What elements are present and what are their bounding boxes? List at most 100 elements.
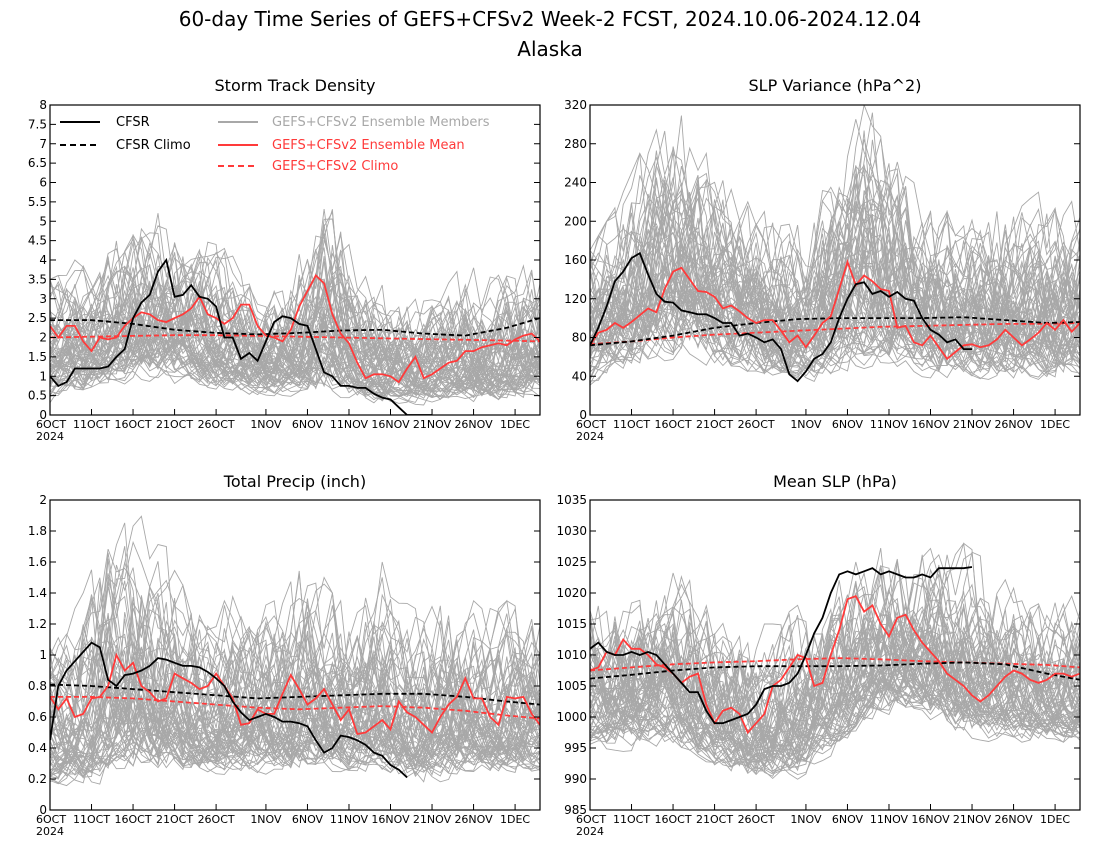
series-gefs-cfsv2-climo bbox=[50, 696, 540, 720]
series-cfsr bbox=[50, 257, 432, 415]
y-tick-label: 0 bbox=[39, 408, 47, 422]
plot-area bbox=[50, 209, 540, 415]
y-tick-label: 7 bbox=[39, 137, 47, 151]
series-gefs-cfsv2-ensemble-mean bbox=[50, 274, 540, 384]
member-line bbox=[50, 696, 540, 771]
member-line bbox=[590, 613, 1080, 746]
plot-area bbox=[590, 542, 1080, 780]
series-gefs-cfsv2-ensemble-mean bbox=[590, 259, 1080, 361]
member-line bbox=[50, 691, 540, 774]
x-tick-label: 21NOV bbox=[953, 418, 992, 431]
x-tick-label: 26OCT bbox=[198, 418, 235, 431]
x-tick-label: 1DEC bbox=[500, 813, 530, 826]
y-tick-label: 80 bbox=[572, 331, 587, 345]
y-tick-label: 1.8 bbox=[28, 524, 47, 538]
legend-label-members: GEFS+CFSv2 Ensemble Members bbox=[272, 115, 490, 130]
x-tick-label: 6OCT bbox=[576, 418, 606, 431]
series-cfsr bbox=[50, 641, 408, 779]
y-tick-label: 5.5 bbox=[28, 195, 47, 209]
x-tick-label: 21NOV bbox=[413, 813, 452, 826]
y-tick-label: 0.4 bbox=[28, 741, 47, 755]
x-year-label: 2024 bbox=[36, 430, 64, 443]
member-line bbox=[590, 115, 1080, 358]
y-tick-label: 3 bbox=[39, 292, 47, 306]
x-tick-label: 11NOV bbox=[870, 813, 909, 826]
x-tick-label: 1DEC bbox=[500, 418, 530, 431]
x-tick-label: 16OCT bbox=[655, 813, 692, 826]
y-tick-label: 1035 bbox=[556, 493, 587, 507]
x-tick-label: 21OCT bbox=[696, 813, 733, 826]
x-year-label: 2024 bbox=[576, 430, 604, 443]
member-line bbox=[590, 677, 1080, 772]
y-tick-label: 1010 bbox=[556, 648, 587, 662]
x-tick-label: 11NOV bbox=[870, 418, 909, 431]
member-line bbox=[50, 710, 540, 787]
x-tick-label: 26NOV bbox=[454, 813, 493, 826]
legend-label-mean: GEFS+CFSv2 Ensemble Mean bbox=[272, 138, 465, 153]
member-line bbox=[50, 515, 540, 756]
x-tick-label: 11NOV bbox=[330, 418, 369, 431]
y-tick-label: 1.2 bbox=[28, 617, 47, 631]
member-line bbox=[50, 548, 540, 759]
y-tick-label: 1.6 bbox=[28, 555, 47, 569]
y-tick-label: 1020 bbox=[556, 586, 587, 600]
y-tick-label: 1000 bbox=[556, 710, 587, 724]
series-cfsr-climo bbox=[50, 683, 540, 706]
member-line bbox=[590, 686, 1080, 775]
member-line bbox=[50, 267, 540, 386]
x-tick-label: 26OCT bbox=[738, 418, 775, 431]
x-tick-label: 26NOV bbox=[994, 418, 1033, 431]
y-tick-label: 1 bbox=[39, 369, 47, 383]
x-year-label: 2024 bbox=[36, 825, 64, 838]
panel-title: Mean SLP (hPa) bbox=[773, 472, 897, 491]
y-tick-label: 280 bbox=[564, 137, 587, 151]
x-tick-label: 6OCT bbox=[36, 418, 66, 431]
member-line bbox=[50, 242, 540, 384]
member-line bbox=[590, 265, 1080, 366]
x-tick-label: 16OCT bbox=[655, 418, 692, 431]
y-tick-label: 240 bbox=[564, 176, 587, 190]
member-line bbox=[50, 355, 540, 403]
y-tick-label: 1 bbox=[39, 648, 47, 662]
x-tick-label: 11OCT bbox=[73, 418, 110, 431]
y-tick-label: 6.5 bbox=[28, 156, 47, 170]
y-tick-label: 40 bbox=[572, 369, 587, 383]
y-tick-label: 0 bbox=[579, 408, 587, 422]
figure-title-line1: 60-day Time Series of GEFS+CFSv2 Week-2 … bbox=[179, 7, 922, 31]
member-line bbox=[590, 628, 1080, 758]
y-tick-label: 0 bbox=[39, 803, 47, 817]
y-tick-label: 5 bbox=[39, 214, 47, 228]
legend: CFSR CFSR Climo GEFS+CFSv2 Ensemble Memb… bbox=[60, 115, 490, 174]
y-tick-label: 120 bbox=[564, 292, 587, 306]
x-tick-label: 16NOV bbox=[911, 813, 950, 826]
ensemble-members bbox=[590, 542, 1080, 780]
y-tick-label: 320 bbox=[564, 98, 587, 112]
y-tick-label: 0.8 bbox=[28, 679, 47, 693]
member-line bbox=[590, 183, 1080, 351]
figure-title-line2: Alaska bbox=[517, 37, 582, 61]
member-line bbox=[50, 249, 540, 384]
series-cfsr bbox=[590, 566, 973, 725]
series-cfsr bbox=[590, 251, 972, 383]
y-tick-label: 4 bbox=[39, 253, 47, 267]
member-line bbox=[50, 694, 540, 777]
plot-area bbox=[590, 105, 1080, 386]
member-line bbox=[590, 164, 1080, 373]
member-line bbox=[590, 168, 1080, 354]
member-line bbox=[590, 620, 1080, 775]
y-tick-label: 200 bbox=[564, 214, 587, 228]
y-tick-label: 0.5 bbox=[28, 389, 47, 403]
member-line bbox=[590, 288, 1080, 375]
member-line bbox=[590, 599, 1080, 738]
member-line bbox=[50, 707, 540, 774]
x-tick-label: 1NOV bbox=[790, 813, 822, 826]
member-line bbox=[50, 340, 540, 396]
y-tick-label: 2 bbox=[39, 331, 47, 345]
member-line bbox=[590, 275, 1080, 372]
y-tick-label: 0.2 bbox=[28, 772, 47, 786]
member-line bbox=[50, 286, 540, 399]
x-tick-label: 16NOV bbox=[371, 813, 410, 826]
member-line bbox=[50, 331, 540, 398]
x-tick-label: 6NOV bbox=[832, 813, 864, 826]
x-tick-label: 11OCT bbox=[613, 418, 650, 431]
